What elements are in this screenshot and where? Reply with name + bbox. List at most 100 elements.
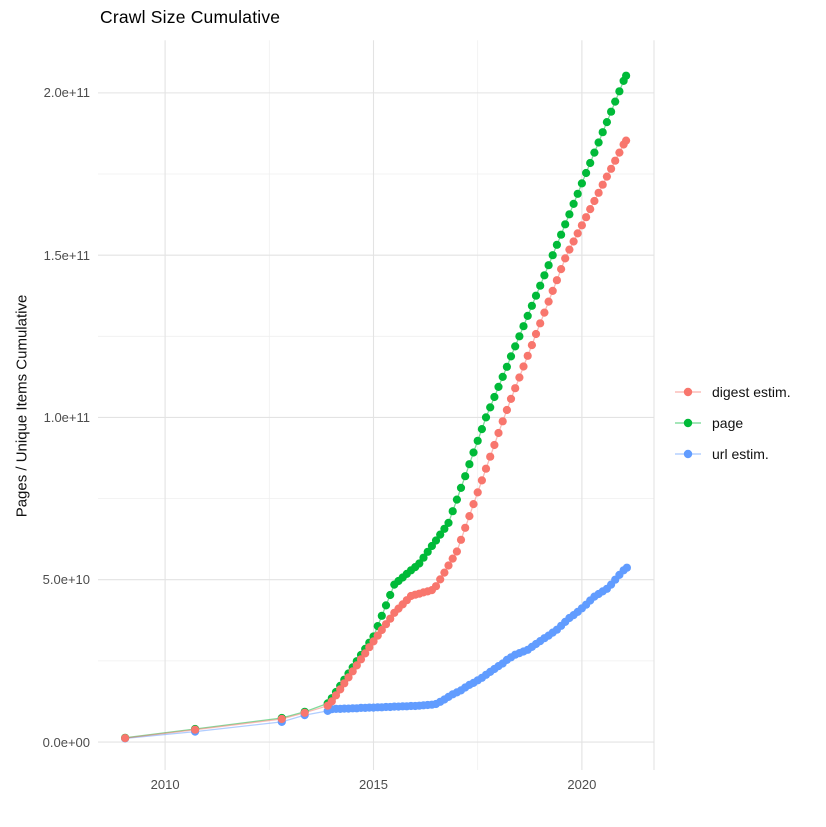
data-point xyxy=(431,582,441,591)
data-point xyxy=(481,413,491,422)
legend-key-icon xyxy=(675,418,701,427)
data-point xyxy=(386,614,395,623)
data-point xyxy=(356,655,366,664)
data-point xyxy=(594,138,603,147)
data-point xyxy=(552,276,562,285)
data-point xyxy=(456,483,466,492)
data-point xyxy=(502,362,511,371)
data-point xyxy=(461,523,470,532)
data-point xyxy=(590,148,599,157)
data-point xyxy=(611,97,620,106)
data-point xyxy=(527,341,537,350)
data-point xyxy=(577,221,587,230)
data-point xyxy=(494,428,503,438)
data-point xyxy=(469,500,478,509)
data-point xyxy=(377,611,386,620)
data-point xyxy=(481,464,491,473)
data-point xyxy=(486,403,495,412)
data-point xyxy=(586,205,595,214)
legend-label: digest estim. xyxy=(712,383,791,400)
data-point xyxy=(544,261,553,270)
data-point xyxy=(419,553,428,562)
data-point xyxy=(531,291,541,300)
data-point xyxy=(536,319,545,328)
legend-label: page xyxy=(712,414,744,431)
data-point xyxy=(531,329,541,339)
data-point xyxy=(557,230,566,239)
data-point xyxy=(498,417,507,426)
data-point xyxy=(527,301,537,310)
data-point xyxy=(598,180,607,189)
data-point xyxy=(622,563,632,572)
data-point xyxy=(519,322,528,331)
data-point xyxy=(506,394,516,403)
x-tick-label: 2015 xyxy=(359,777,388,792)
legend-entry: url estim. xyxy=(674,438,791,469)
data-point xyxy=(515,373,524,382)
y-tick-label: 1.0e+11 xyxy=(43,409,90,425)
data-point xyxy=(352,661,361,670)
data-point xyxy=(582,213,591,222)
data-point xyxy=(486,452,495,461)
x-tick-label: 2010 xyxy=(150,777,180,792)
data-point xyxy=(569,237,578,246)
data-point xyxy=(561,254,570,263)
y-tick-label: 1.5e+11 xyxy=(43,247,90,263)
legend-key-dot xyxy=(683,418,693,427)
series-points-digest-estim- xyxy=(121,136,631,743)
data-point xyxy=(477,476,486,485)
data-point xyxy=(615,148,624,157)
data-point xyxy=(573,229,582,238)
legend: digest estim. page url estim. xyxy=(674,376,791,469)
y-tick-label: 2.0e+11 xyxy=(43,85,90,101)
series-points-url-estim- xyxy=(121,563,632,743)
data-point xyxy=(565,245,574,254)
data-point xyxy=(498,372,507,381)
data-point xyxy=(340,679,349,688)
data-point xyxy=(465,511,474,521)
data-point xyxy=(565,210,574,219)
data-point xyxy=(602,118,612,127)
data-point xyxy=(361,649,370,658)
data-point xyxy=(431,536,441,545)
data-point xyxy=(386,590,395,600)
data-point xyxy=(557,265,566,274)
data-point xyxy=(436,530,445,539)
data-point xyxy=(569,199,578,208)
data-point xyxy=(540,308,549,317)
data-point xyxy=(506,352,516,361)
legend-label: url estim. xyxy=(712,445,769,462)
x-tick-label: 2020 xyxy=(567,777,597,792)
data-point xyxy=(436,575,445,584)
y-axis-title: Pages / Unique Items Cumulative xyxy=(13,294,31,518)
data-point xyxy=(594,188,603,197)
data-point xyxy=(523,311,532,320)
data-point xyxy=(277,714,286,724)
data-point xyxy=(511,384,520,393)
data-point xyxy=(477,425,486,434)
data-point xyxy=(336,685,345,694)
legend-key-dot xyxy=(683,449,693,458)
data-point xyxy=(622,71,631,80)
data-point xyxy=(448,507,457,516)
data-point xyxy=(490,392,499,402)
data-point xyxy=(121,734,130,743)
data-point xyxy=(191,725,200,734)
legend-entry: page xyxy=(674,407,791,438)
data-point xyxy=(598,128,607,137)
data-point xyxy=(381,601,391,610)
data-point xyxy=(519,362,528,371)
data-point xyxy=(607,107,616,116)
data-point xyxy=(444,518,453,528)
data-point xyxy=(490,440,499,450)
legend-key-icon xyxy=(675,449,701,458)
data-point xyxy=(452,495,461,504)
data-point xyxy=(540,271,549,280)
data-point xyxy=(423,547,432,556)
data-point xyxy=(369,637,378,646)
data-point xyxy=(415,559,424,568)
data-point xyxy=(448,554,457,563)
data-point xyxy=(465,460,474,469)
